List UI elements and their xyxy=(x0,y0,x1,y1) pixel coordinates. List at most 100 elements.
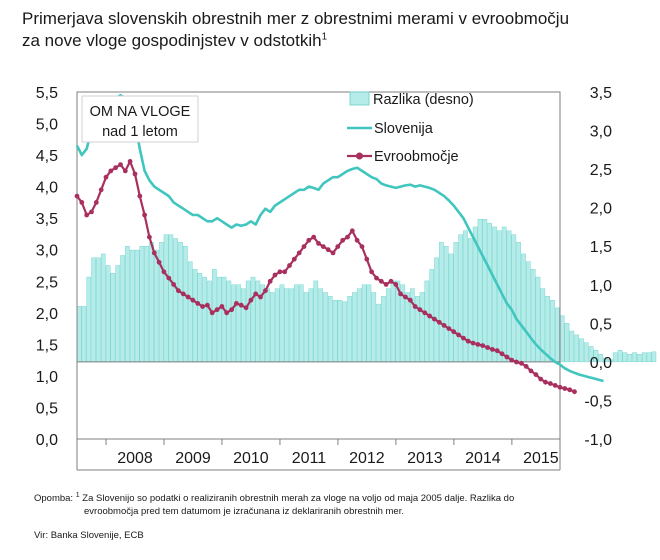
bar-difference xyxy=(482,219,488,363)
bar-difference xyxy=(530,269,536,363)
marker-evroobmocje xyxy=(171,282,177,287)
marker-evroobmocje xyxy=(267,278,273,284)
footnote: Opomba: 1 Za Slovenijo so podatki o real… xyxy=(34,492,624,518)
marker-evroobmocje xyxy=(422,310,428,316)
marker-evroobmocje xyxy=(383,282,389,287)
marker-evroobmocje xyxy=(282,269,288,275)
marker-evroobmocje xyxy=(291,256,297,262)
bar-difference xyxy=(241,288,246,363)
left-tick-label: 4,5 xyxy=(36,148,58,165)
marker-evroobmocje xyxy=(176,288,181,294)
bar-difference xyxy=(352,292,357,363)
bar-difference xyxy=(453,242,459,363)
marker-evroobmocje xyxy=(533,372,539,377)
bar-difference xyxy=(202,276,208,363)
bar-difference xyxy=(598,353,604,363)
marker-evroobmocje xyxy=(214,307,220,313)
marker-evroobmocje xyxy=(519,360,524,366)
bar-difference xyxy=(347,296,352,363)
title-footnote-mark: 1 xyxy=(321,31,328,43)
left-tick-label: 1,5 xyxy=(36,337,58,354)
bar-difference xyxy=(390,280,396,363)
marker-evroobmocje xyxy=(354,237,360,243)
marker-evroobmocje xyxy=(224,310,230,316)
marker-evroobmocje xyxy=(263,288,268,294)
marker-evroobmocje xyxy=(446,326,452,331)
marker-evroobmocje xyxy=(480,343,486,348)
bar-difference xyxy=(516,242,521,363)
bar-difference xyxy=(612,352,618,363)
right-tick-label: 1,5 xyxy=(590,239,612,256)
bar-difference xyxy=(120,255,125,363)
right-tick-label: -0,5 xyxy=(584,393,612,410)
bar-difference xyxy=(187,261,193,363)
bar-difference xyxy=(366,284,372,363)
x-tick-label: 2010 xyxy=(233,450,269,467)
bar-difference xyxy=(376,303,381,363)
bar-difference xyxy=(183,246,188,363)
bar-difference xyxy=(603,357,608,363)
bar-difference xyxy=(298,284,304,363)
marker-evroobmocje xyxy=(108,168,114,174)
bar-difference xyxy=(492,226,497,363)
marker-evroobmocje xyxy=(243,305,249,311)
footnote-mark: 1 xyxy=(75,491,80,499)
annotation-line-2: nad 1 letom xyxy=(102,124,178,140)
bar-difference xyxy=(110,273,116,363)
bar-difference xyxy=(308,288,314,363)
bar-difference xyxy=(76,306,82,363)
bar-difference xyxy=(521,253,526,363)
marker-evroobmocje xyxy=(151,250,157,256)
bar-difference xyxy=(646,352,652,363)
bar-difference xyxy=(327,296,333,363)
bar-difference xyxy=(294,284,299,363)
bar-difference xyxy=(178,242,183,363)
right-tick-label: 2,0 xyxy=(590,201,612,218)
marker-evroobmocje xyxy=(209,310,215,316)
bar-difference xyxy=(608,359,613,363)
marker-evroobmocje xyxy=(490,347,495,352)
left-tick-label: 5,0 xyxy=(36,117,58,134)
right-tick-label: 3,0 xyxy=(590,124,612,141)
bar-difference xyxy=(434,257,439,363)
marker-evroobmocje xyxy=(316,241,321,246)
bar-difference xyxy=(385,288,391,363)
marker-evroobmocje xyxy=(475,342,481,347)
marker-evroobmocje xyxy=(161,269,167,275)
marker-evroobmocje xyxy=(147,234,152,240)
bar-difference xyxy=(632,352,637,363)
marker-evroobmocje xyxy=(89,209,94,215)
marker-evroobmocje xyxy=(79,200,85,205)
bar-difference xyxy=(270,292,275,363)
right-tick-label: 3,5 xyxy=(590,85,612,102)
bar-difference xyxy=(303,292,309,363)
left-tick-label: 0,0 xyxy=(36,432,58,449)
bar-difference xyxy=(458,234,464,363)
marker-evroobmocje xyxy=(301,244,307,250)
bar-difference xyxy=(139,246,145,363)
marker-evroobmocje xyxy=(330,250,336,256)
bar-difference xyxy=(192,269,198,363)
bar-difference xyxy=(231,284,236,363)
bar-difference xyxy=(115,265,121,363)
marker-evroobmocje xyxy=(465,338,471,344)
title-line-2: za nove vloge gospodinjstev v odstotkih xyxy=(22,31,322,50)
bar-difference xyxy=(651,351,657,363)
legend: Razlika (desno) Slovenija Evroobmočje xyxy=(347,91,474,165)
bar-difference xyxy=(511,234,517,363)
marker-evroobmocje xyxy=(461,335,466,341)
legend-label-slovenija: Slovenija xyxy=(374,121,434,137)
bar-difference xyxy=(129,249,135,363)
marker-evroobmocje xyxy=(253,291,259,297)
x-tick-label: 2009 xyxy=(175,450,211,467)
bar-difference xyxy=(279,284,285,363)
marker-evroobmocje xyxy=(311,234,317,240)
marker-evroobmocje xyxy=(557,384,563,390)
marker-evroobmocje xyxy=(538,376,544,382)
marker-evroobmocje xyxy=(122,168,128,174)
axis-layer: 0,0 0,5 1,0 1,5 2,0 2,5 3,0 3,5 4,0 4,5 5,0 5,5 -1,0… xyxy=(36,85,612,467)
bar-difference xyxy=(100,253,106,363)
marker-evroobmocje xyxy=(562,386,568,391)
bar-difference xyxy=(381,296,386,363)
bar-difference xyxy=(487,222,492,363)
